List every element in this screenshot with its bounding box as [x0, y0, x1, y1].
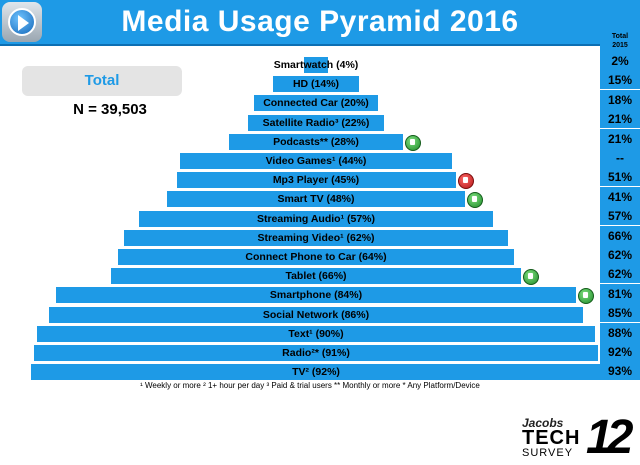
column-header-line2: 2015 — [612, 42, 628, 49]
total-2015-cell: 92% — [600, 342, 640, 362]
pyramid-bar — [111, 268, 521, 285]
pyramid-bar — [303, 57, 329, 73]
pyramid-bar-label: Connect Phone to Car (64%) — [245, 251, 387, 263]
pyramid-bar-label: Mp3 Player (45%) — [272, 174, 360, 187]
total-2015-cell: 88% — [600, 322, 640, 343]
pyramid-bar — [179, 153, 453, 169]
column-header-line1: Total — [611, 33, 629, 40]
total-2015-cell: 66% — [600, 225, 640, 246]
sample-size-label: N = 39,503 — [73, 101, 147, 118]
pyramid-bar-label: Smart TV (48%) — [277, 193, 355, 206]
pyramid-bar — [167, 191, 465, 208]
brand-line2: TECH — [522, 427, 581, 449]
pyramid-bar-label: Streaming Audio¹ (57%) — [256, 212, 376, 225]
pyramid-bar-label: Smartphone (84%) — [269, 289, 363, 302]
jacobs-tech-survey-logo: Jacobs TECH SURVEY 12 — [520, 411, 633, 464]
pyramid-bar — [33, 345, 599, 361]
pyramid-bar-label: Text¹ (90%) — [288, 327, 344, 340]
total-2015-cell: 15% — [600, 70, 640, 91]
pyramid-bar-label: Satellite Radio³ (22%) — [262, 116, 370, 129]
pyramid-bar — [49, 306, 583, 323]
total-2015-cell: 62% — [600, 264, 640, 285]
pyramid-bar-label: Podcasts** (28%) — [273, 135, 359, 148]
pyramid-bar-label: HD (14%) — [292, 78, 340, 91]
thumbs-up-icon — [466, 192, 483, 209]
total-2015-cell: 51% — [600, 167, 640, 188]
thumbs-up-icon — [522, 269, 539, 286]
thumbs-up-icon — [578, 288, 595, 305]
footnote: ¹ Weekly or more ² 1+ hour per day ³ Pai… — [140, 381, 480, 390]
pyramid-bar — [55, 287, 577, 304]
pyramid-bar-label: Social Network (86%) — [262, 308, 370, 321]
pyramid-bar — [229, 133, 403, 150]
total-2015-cell: 21% — [600, 128, 640, 149]
total-2015-cell: 57% — [600, 206, 640, 227]
column-header-2015: Total 2015 — [600, 30, 640, 51]
header-banner: Media Usage Pyramid 2016 — [0, 0, 640, 44]
page-title: Media Usage Pyramid 2016 — [121, 5, 519, 38]
pyramid-bar-label: Tablet (66%) — [285, 270, 347, 283]
total-2015-cell: 85% — [600, 303, 640, 324]
pyramid-bar-label: TV² (92%) — [292, 366, 340, 379]
total-badge: Total — [22, 66, 182, 96]
total-2015-cell: 41% — [600, 186, 640, 207]
total-2015-cell: 18% — [600, 89, 640, 110]
pyramid-bar — [117, 249, 515, 265]
pyramid-bar-label: Radio²* (91%) — [282, 347, 350, 359]
pyramid-bar — [139, 210, 493, 227]
pyramid-bar — [123, 229, 509, 246]
total-2015-cell: 81% — [600, 283, 640, 304]
pyramid-bar — [272, 76, 360, 93]
total-2015-cell: 93% — [600, 361, 640, 382]
pyramid-bar-label: Smartwatch (4%) — [273, 59, 359, 71]
brand-number: 12 — [586, 411, 633, 464]
brand-line1: Jacobs — [522, 416, 564, 430]
pyramid-bar — [37, 325, 595, 342]
total-2015-cell: 62% — [600, 245, 640, 265]
total-2015-cell: 2% — [600, 51, 640, 71]
pyramid-bar — [30, 364, 602, 381]
total-2015-cell: 21% — [600, 109, 640, 130]
thumbs-down-icon — [457, 173, 474, 190]
pyramid-bar — [247, 114, 385, 131]
pyramid-bar-label: Streaming Video¹ (62%) — [257, 231, 375, 244]
total-2015-cell: -- — [600, 148, 640, 168]
thumbs-up-icon — [404, 134, 421, 151]
pyramid-bar-label: Video Games¹ (44%) — [265, 155, 367, 167]
brand-line3: SURVEY — [522, 447, 574, 459]
pyramid-chart: Smartwatch (4%) HD (14%) Connected Car (20… — [30, 57, 602, 381]
play-logo-icon — [2, 2, 42, 42]
pyramid-bar — [254, 95, 378, 112]
pyramid-bar — [176, 172, 456, 189]
pyramid-bar-label: Connected Car (20%) — [263, 97, 369, 110]
